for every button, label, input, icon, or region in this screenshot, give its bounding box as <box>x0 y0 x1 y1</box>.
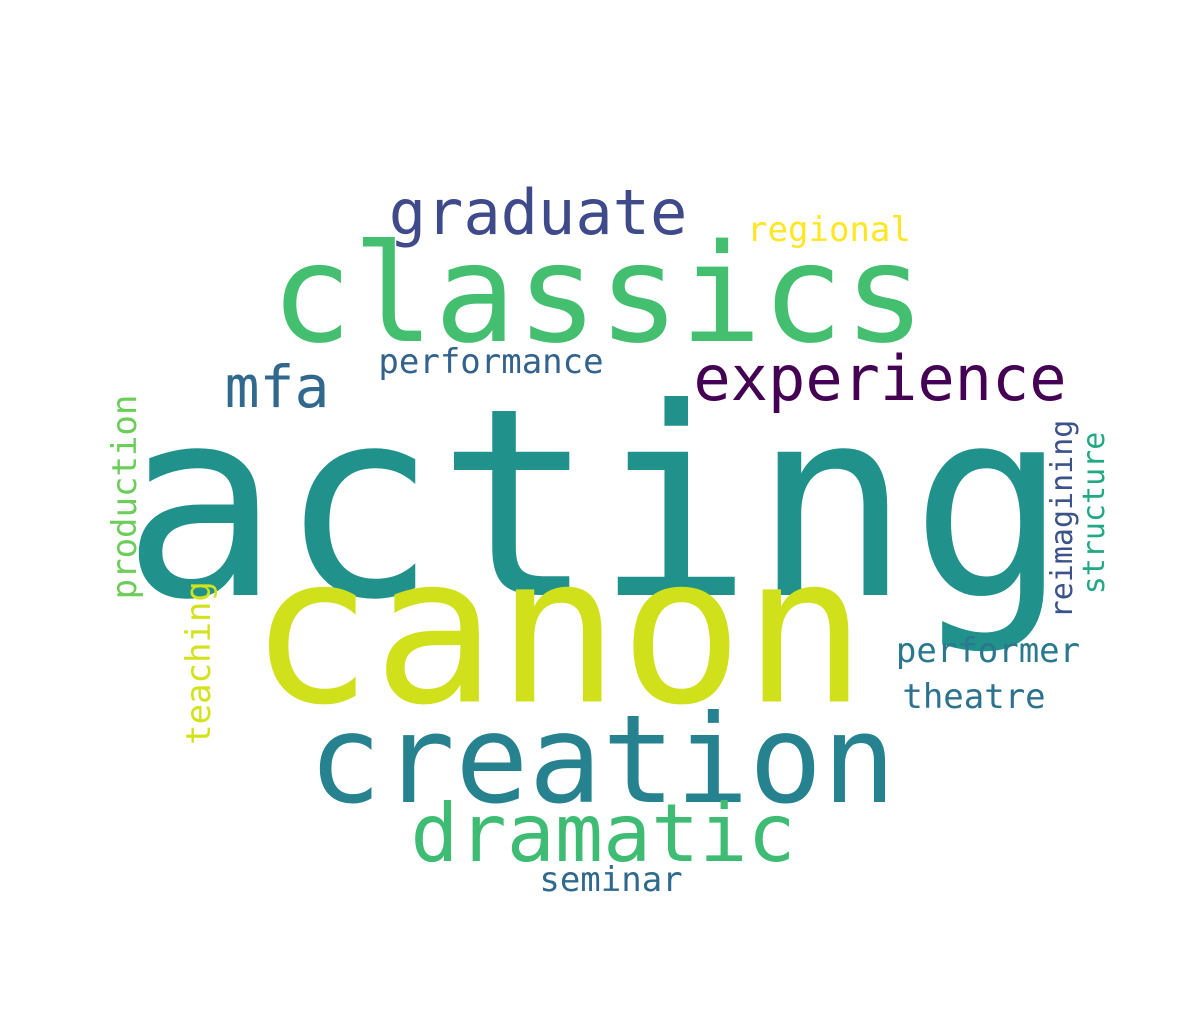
word-classics: classics <box>270 216 926 374</box>
word-performer: performer <box>895 631 1081 671</box>
word-structure: structure <box>1077 431 1112 595</box>
word-creation: creation <box>308 689 896 831</box>
word-canon: canon <box>249 512 867 751</box>
word-production: production <box>105 394 145 600</box>
word-mfa: mfa <box>224 353 330 421</box>
word-dramatic: dramatic <box>410 787 796 880</box>
word-regional: regional <box>747 210 911 250</box>
word-seminar: seminar <box>539 860 683 900</box>
word-graduate: graduate <box>388 176 688 249</box>
word-teaching: teaching <box>179 581 219 745</box>
word-experience: experience <box>693 342 1067 415</box>
word-theatre: theatre <box>902 677 1046 717</box>
word-acting: acting <box>121 352 1069 657</box>
word-performance: performance <box>378 342 604 382</box>
word-reimagining: reimagining <box>1045 419 1080 619</box>
